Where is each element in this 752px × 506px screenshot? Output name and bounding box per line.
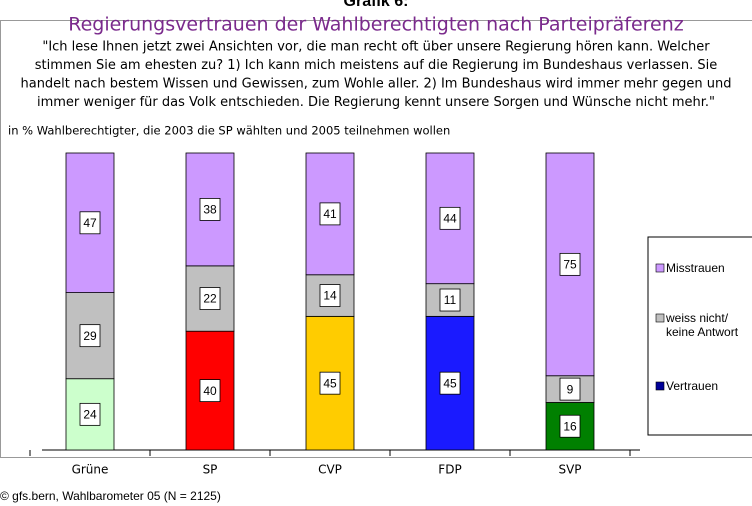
value-label: 9 (567, 382, 574, 396)
value-label-box (319, 371, 341, 395)
value-label-box (79, 324, 101, 348)
legend-label: weiss nicht/ keine Antwort (666, 311, 739, 339)
subtitle-line: stimmen Sie am ehesten zu? 1) Ich kann m… (35, 58, 717, 73)
legend-label: Vertrauen (666, 379, 719, 393)
subtitle-line: immer weniger für das Volk entschieden. … (37, 95, 715, 110)
legend-swatch (655, 381, 665, 391)
value-label-box (559, 414, 581, 438)
value-label: 14 (323, 289, 337, 303)
value-label: 45 (443, 376, 457, 390)
value-label: 75 (563, 258, 577, 272)
value-label-box (199, 379, 221, 403)
value-label-box (559, 377, 581, 401)
legend-swatch (655, 263, 665, 273)
legend-swatch (655, 313, 665, 323)
value-label: 40 (203, 384, 217, 398)
value-label: 24 (83, 408, 97, 422)
legend-label: Misstrauen (666, 261, 725, 275)
value-label: 47 (83, 216, 97, 230)
value-label: 11 (444, 293, 457, 307)
x-tick-label: Grüne (72, 463, 109, 477)
subtitle-line: handelt nach bestem Wissen und Gewissen,… (20, 77, 731, 92)
value-label: 22 (203, 292, 217, 306)
value-label-box (79, 211, 101, 235)
x-tick-label: SP (203, 463, 218, 477)
heading: Grafik 6: (344, 0, 409, 10)
subtitle-line: "Ich lese Ihnen jetzt zwei Ansichten vor… (42, 40, 710, 55)
value-label: 29 (83, 329, 97, 343)
value-label-box (199, 287, 221, 310)
value-label: 41 (323, 207, 337, 221)
value-label: 44 (443, 212, 457, 226)
value-label-box (439, 206, 461, 230)
x-tick-label: SVP (558, 463, 581, 477)
note: in % Wahlberechtigter, die 2003 die SP w… (8, 124, 450, 138)
value-label: 45 (323, 376, 337, 390)
value-label-box (439, 288, 461, 312)
frame (0, 20, 752, 458)
value-label-box (199, 198, 221, 221)
value-label: 16 (563, 419, 577, 433)
source: © gfs.bern, Wahlbarometer 05 (N = 2125) (0, 489, 221, 503)
x-tick-label: FDP (438, 463, 461, 477)
value-label: 38 (203, 203, 217, 217)
value-label-box (319, 202, 341, 226)
value-label-box (79, 402, 101, 426)
value-label-box (319, 284, 341, 307)
legend-box (647, 236, 752, 436)
value-label-box (439, 371, 461, 395)
value-label-box (559, 252, 581, 276)
chart-title: Regierungsvertrauen der Wahlberechtigten… (68, 14, 684, 36)
x-tick-label: CVP (318, 463, 342, 477)
